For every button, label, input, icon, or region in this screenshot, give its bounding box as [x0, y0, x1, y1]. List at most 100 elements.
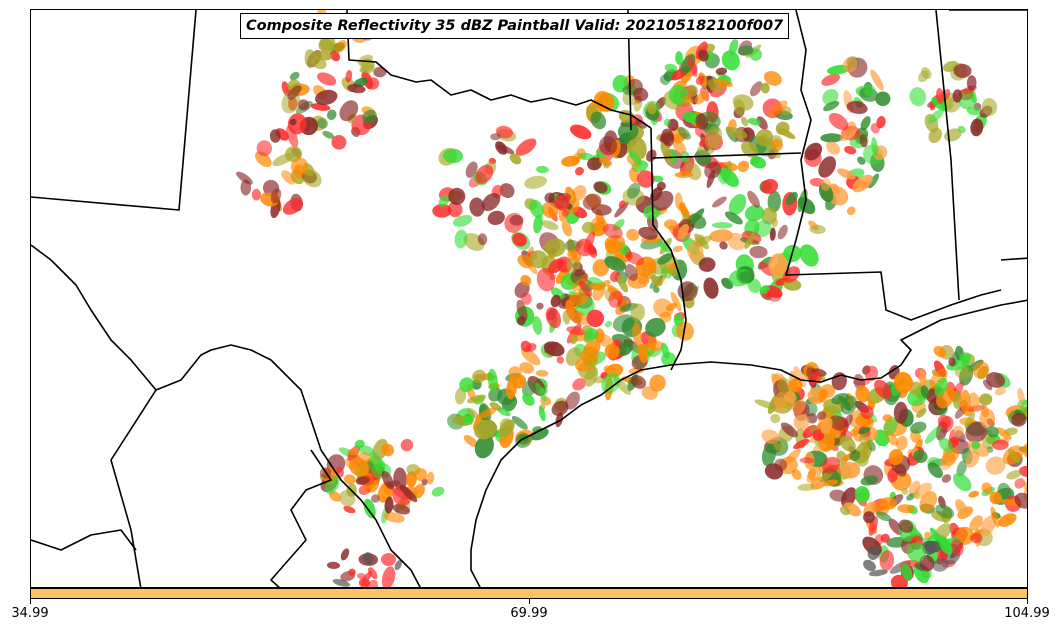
reflectivity-blob — [920, 385, 929, 398]
reflectivity-blob — [760, 178, 779, 194]
reflectivity-blob — [524, 175, 547, 189]
reflectivity-blob — [550, 287, 566, 301]
reflectivity-blob — [574, 269, 586, 277]
reflectivity-blob — [282, 198, 303, 215]
reflectivity-blob — [431, 486, 445, 497]
reflectivity-blob — [664, 63, 678, 73]
reflectivity-blob — [670, 291, 682, 312]
reflectivity-blob — [343, 474, 356, 485]
reflectivity-blob — [909, 87, 927, 107]
reflectivity-blob — [290, 157, 309, 176]
reflectivity-blob — [820, 417, 833, 434]
reflectivity-blob — [689, 208, 705, 225]
river-mississippi — [785, 10, 1002, 321]
reflectivity-blob — [816, 411, 827, 420]
reflectivity-blob — [646, 102, 657, 115]
reflectivity-blob — [332, 579, 351, 587]
reflectivity-blob — [938, 536, 953, 556]
reflectivity-blob — [626, 228, 640, 241]
reflectivity-blob — [756, 116, 768, 130]
reflectivity-blob — [1014, 478, 1026, 489]
reflectivity-blob — [381, 552, 396, 567]
reflectivity-blob — [343, 505, 356, 514]
reflectivity-blob — [539, 387, 548, 394]
reflectivity-blob — [760, 82, 770, 94]
reflectivity-blob — [758, 261, 774, 277]
reflectivity-blob — [771, 217, 778, 228]
reflectivity-blob — [768, 253, 788, 276]
reflectivity-blob — [981, 405, 989, 418]
reflectivity-blob — [286, 125, 299, 148]
reflectivity-blob — [1006, 470, 1022, 480]
reflectivity-blob — [740, 116, 749, 127]
state-border-ar-la — [652, 152, 802, 159]
reflectivity-blob — [636, 170, 655, 188]
reflectivity-blob — [672, 245, 684, 253]
reflectivity-blob — [767, 190, 782, 213]
reflectivity-blob — [952, 473, 972, 492]
reflectivity-blob — [687, 55, 698, 78]
reflectivity-blob — [649, 374, 666, 392]
reflectivity-blob — [538, 406, 546, 422]
reflectivity-blob — [541, 220, 559, 230]
reflectivity-blob — [823, 100, 840, 112]
reflectivity-blob — [775, 121, 790, 136]
reflectivity-blob — [645, 317, 666, 337]
reflectivity-blob — [981, 482, 993, 495]
reflectivity-blob — [240, 179, 252, 196]
reflectivity-blob — [1017, 388, 1025, 405]
reflectivity-blob — [359, 64, 374, 73]
reflectivity-blob — [965, 450, 980, 468]
reflectivity-blob — [880, 533, 890, 543]
reflectivity-blob — [754, 220, 772, 238]
reflectivity-blob — [831, 393, 850, 405]
reflectivity-blob — [744, 232, 756, 249]
reflectivity-blob — [455, 387, 466, 405]
reflectivity-blob — [850, 428, 859, 437]
reflectivity-blob — [875, 511, 892, 522]
reflectivity-blob — [857, 156, 866, 165]
reflectivity-blob — [970, 532, 983, 544]
reflectivity-blob — [863, 511, 875, 524]
reflectivity-blob — [741, 141, 759, 158]
reflectivity-blob — [761, 443, 776, 467]
reflectivity-blob — [661, 342, 670, 359]
reflectivity-blob — [584, 328, 599, 341]
reflectivity-blob — [571, 311, 583, 324]
reflectivity-blob — [958, 89, 976, 110]
reflectivity-blob — [897, 504, 915, 514]
reflectivity-blob — [927, 462, 943, 479]
reflectivity-blob — [373, 66, 387, 78]
reflectivity-blob — [719, 167, 739, 188]
reflectivity-blob — [561, 220, 573, 237]
reflectivity-blob — [369, 452, 384, 467]
reflectivity-blob — [996, 427, 1012, 440]
reflectivity-blob — [452, 214, 473, 227]
reflectivity-blob — [747, 118, 761, 126]
reflectivity-blob — [704, 125, 723, 150]
reflectivity-blob — [966, 106, 982, 116]
colorbar-tick-mark — [30, 599, 31, 604]
reflectivity-blob — [783, 391, 797, 404]
reflectivity-blob — [522, 393, 535, 406]
reflectivity-blob — [251, 188, 262, 201]
reflectivity-blob — [994, 387, 1007, 396]
reflectivity-blob — [952, 425, 965, 437]
reflectivity-blob — [477, 233, 488, 246]
reflectivity-blob — [859, 433, 873, 449]
reflectivity-blob — [793, 414, 810, 431]
reflectivity-blob — [966, 75, 977, 91]
reflectivity-blob — [893, 401, 908, 424]
reflectivity-blob — [948, 357, 956, 367]
reflectivity-blob — [487, 210, 505, 226]
reflectivity-blob — [969, 515, 983, 531]
reflectivity-blob — [578, 280, 593, 297]
reflectivity-blob — [715, 67, 728, 76]
reflectivity-blob — [399, 484, 418, 503]
reflectivity-blob — [876, 116, 886, 129]
reflectivity-blob — [448, 187, 466, 205]
reflectivity-blob — [840, 462, 861, 479]
reflectivity-blob — [821, 178, 831, 191]
reflectivity-blob — [582, 193, 602, 210]
reflectivity-blob — [566, 326, 586, 336]
